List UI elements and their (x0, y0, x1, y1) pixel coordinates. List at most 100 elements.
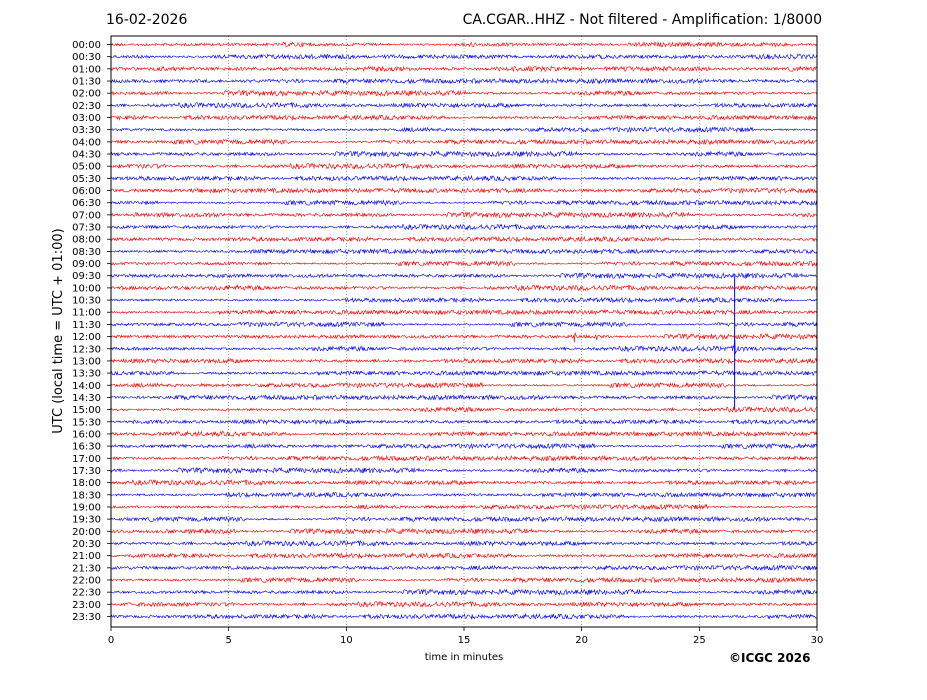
trace-0030 (110, 53, 817, 60)
trace-0530 (110, 174, 817, 182)
row-label: 08:30 (72, 247, 101, 258)
row-label: 14:30 (72, 393, 101, 404)
row-label: 04:30 (72, 150, 101, 161)
trace-2230 (110, 588, 817, 596)
trace-0700 (110, 211, 817, 219)
row-label: 17:30 (72, 466, 101, 477)
row-label: 22:00 (72, 575, 101, 586)
row-label: 09:30 (72, 271, 101, 282)
trace-0300 (110, 114, 817, 121)
trace-0830 (110, 248, 817, 255)
copyright-label: ©ICGC 2026 (729, 651, 811, 665)
chart-date: 16-02-2026 (106, 12, 188, 28)
row-label: 22:30 (72, 588, 101, 599)
trace-1530 (110, 418, 817, 426)
row-label: 07:00 (72, 210, 101, 221)
row-label: 00:30 (72, 52, 101, 63)
y-axis-label: UTC (local time = UTC + 01:00) (51, 228, 66, 433)
row-label: 03:00 (72, 113, 101, 124)
trace-1030 (110, 296, 817, 304)
trace-1400 (110, 381, 817, 389)
chart-title: CA.CGAR..HHZ - Not filtered - Amplificat… (462, 12, 822, 28)
trace-1900 (110, 503, 817, 511)
trace-1730 (110, 466, 817, 474)
x-tick-label: 0 (108, 635, 114, 646)
x-tick-label: 10 (340, 635, 353, 646)
row-label: 08:00 (72, 235, 101, 246)
trace-0930 (110, 272, 817, 280)
row-label: 23:30 (72, 612, 101, 623)
row-label: 06:30 (72, 198, 101, 209)
row-label: 05:30 (72, 174, 101, 185)
trace-1230 (110, 336, 817, 354)
row-label: 15:30 (72, 417, 101, 428)
trace-2030 (110, 539, 817, 547)
trace-2000 (110, 527, 817, 535)
trace-1200 (110, 332, 817, 343)
trace-2200 (110, 576, 817, 584)
x-tick-label: 25 (693, 635, 706, 646)
row-label: 06:00 (72, 186, 101, 197)
row-label: 02:30 (72, 101, 101, 112)
trace-0000 (110, 41, 817, 48)
row-label: 09:00 (72, 259, 101, 270)
trace-0630 (110, 199, 817, 207)
row-label: 00:00 (72, 40, 101, 51)
trace-1600 (110, 430, 817, 438)
trace-0800 (110, 235, 817, 243)
trace-2130 (110, 564, 817, 572)
row-label: 13:00 (72, 356, 101, 367)
trace-1330 (110, 369, 817, 377)
row-label: 18:30 (72, 490, 101, 501)
trace-2100 (110, 552, 817, 560)
row-label: 11:00 (72, 308, 101, 319)
row-label: 01:30 (72, 77, 101, 88)
trace-2300 (110, 600, 817, 608)
row-label: 04:00 (72, 137, 101, 148)
trace-1700 (110, 454, 817, 462)
trace-0130 (110, 77, 817, 85)
row-label: 10:30 (72, 296, 101, 307)
trace-1300 (110, 357, 817, 365)
x-tick-label: 15 (458, 635, 471, 646)
x-axis-label: time in minutes (425, 652, 504, 663)
trace-2330 (110, 612, 817, 620)
row-label: 21:30 (72, 563, 101, 574)
trace-0100 (110, 65, 817, 73)
row-label: 15:00 (72, 405, 101, 416)
x-tick-label: 5 (225, 635, 231, 646)
trace-1830 (110, 491, 817, 499)
trace-0430 (110, 150, 817, 158)
row-label: 18:00 (72, 478, 101, 489)
trace-0200 (110, 89, 817, 97)
row-label: 20:00 (72, 527, 101, 538)
row-label: 07:30 (72, 223, 101, 234)
row-label: 16:00 (72, 429, 101, 440)
row-label: 02:00 (72, 89, 101, 100)
row-label: 17:00 (72, 454, 101, 465)
trace-0900 (110, 260, 817, 267)
row-label: 11:30 (72, 320, 101, 331)
row-label: 05:00 (72, 162, 101, 173)
trace-1800 (110, 479, 817, 487)
x-tick-label: 30 (811, 635, 824, 646)
x-tick-label: 20 (575, 635, 588, 646)
row-label: 16:30 (72, 442, 101, 453)
row-label: 20:30 (72, 539, 101, 550)
row-label: 03:30 (72, 125, 101, 136)
trace-1500 (110, 406, 817, 414)
trace-0730 (110, 223, 817, 231)
trace-1430 (110, 394, 817, 401)
trace-1000 (110, 284, 817, 292)
trace-1930 (110, 515, 817, 523)
trace-0400 (110, 138, 817, 146)
row-label: 10:00 (72, 283, 101, 294)
row-label: 23:00 (72, 600, 101, 611)
trace-0230 (110, 101, 817, 109)
trace-1100 (110, 308, 817, 316)
row-label: 19:30 (72, 515, 101, 526)
row-label: 19:00 (72, 502, 101, 513)
row-label: 21:00 (72, 551, 101, 562)
